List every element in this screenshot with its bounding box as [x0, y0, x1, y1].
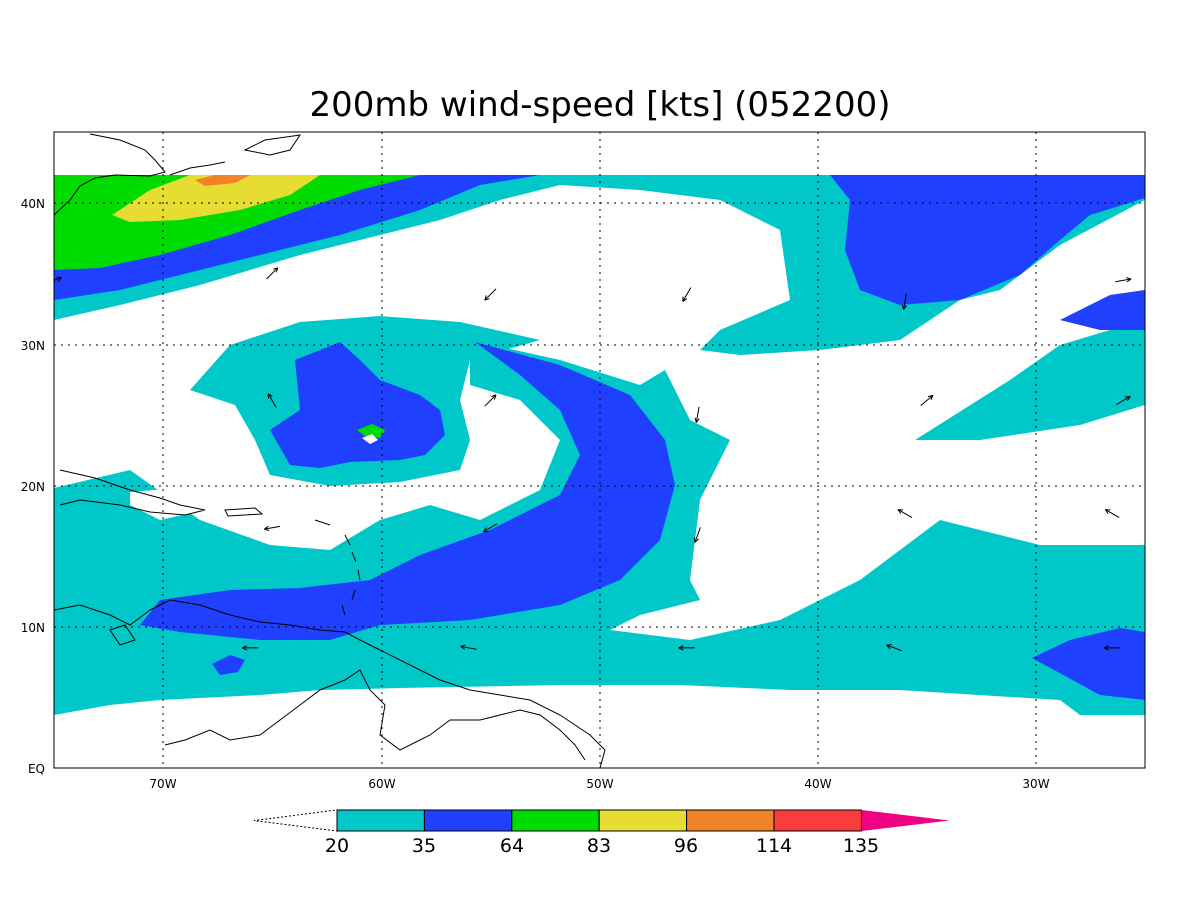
wind-vector-arrow	[1104, 509, 1120, 519]
wind-vector-arrow	[693, 527, 701, 543]
wind-vector-arrow	[694, 406, 700, 423]
wind-vector-arrow	[483, 523, 498, 533]
lat-tick-label: 40N	[21, 197, 45, 211]
colorbar-swatch	[598, 809, 688, 832]
wind-vectors	[54, 267, 1132, 652]
colorbar-level-label: 135	[843, 835, 879, 857]
coast-south-america	[54, 599, 606, 768]
colorbar: 20 35 64 83 96 114 135	[253, 809, 950, 857]
contour-band-83-north	[112, 175, 320, 222]
lat-tick-label: 20N	[21, 480, 45, 494]
lat-tick-label: 30N	[21, 339, 45, 353]
wind-vector-arrow	[264, 525, 281, 531]
colorbar-swatch	[423, 809, 513, 832]
contour-band-96-north	[195, 175, 250, 186]
low-center-white	[362, 434, 378, 444]
contour-band-35-low	[270, 342, 445, 468]
map-plot-area	[54, 132, 1145, 768]
lon-tick-label: 40W	[804, 777, 831, 791]
wind-vector-arrow	[920, 394, 934, 407]
colorbar-level-label: 96	[674, 835, 698, 857]
lon-tick-label: 50W	[586, 777, 613, 791]
graticule	[54, 132, 1145, 768]
coast-newfoundland	[243, 134, 302, 156]
colorbar-lower-open-triangle	[253, 809, 338, 832]
colorbar-boxes	[336, 809, 950, 832]
coast-puerto-rico	[224, 507, 264, 517]
colorbar-level-label: 35	[412, 835, 436, 857]
contour-band-35-northeast	[830, 175, 1145, 305]
wind-vector-arrow	[886, 644, 902, 652]
wind-vector-arrow	[678, 645, 695, 651]
coast-south-america-interior	[164, 669, 586, 761]
coast-lesser-antilles	[314, 519, 361, 616]
colorbar-upper-triangle	[861, 810, 950, 831]
coastlines	[54, 133, 606, 768]
coast-north-america	[54, 133, 166, 216]
colorbar-labels: 20 35 64 83 96 114 135	[325, 835, 879, 857]
map-frame	[53, 131, 1146, 769]
wind-vector-arrow	[242, 645, 259, 651]
wind-speed-fill	[54, 175, 1145, 715]
lat-axis-labels: EQ 10N 20N 30N 40N	[21, 197, 45, 776]
wind-vector-arrow	[267, 393, 277, 408]
northeast-white-pocket	[1030, 225, 1145, 285]
contour-band-35-east	[1060, 290, 1145, 330]
map-title: 200mb wind-speed [kts] (052200)	[310, 85, 891, 125]
contour-band-35-southeast	[1032, 628, 1145, 700]
colorbar-level-label: 83	[587, 835, 611, 857]
wind-vector-arrow	[484, 288, 497, 301]
colorbar-swatch	[511, 809, 600, 832]
lon-tick-label: 60W	[368, 777, 395, 791]
contour-band-35-blob	[212, 655, 245, 675]
contour-band-35-arc	[140, 342, 675, 640]
wind-vector-arrow	[1104, 645, 1121, 651]
colorbar-swatch	[773, 809, 862, 832]
colorbar-level-label: 20	[325, 835, 349, 857]
lat-tick-label: EQ	[28, 762, 45, 776]
wind-vector-arrow	[484, 394, 497, 407]
wind-vector-arrow	[897, 509, 913, 519]
wind-vector-arrow	[1115, 277, 1132, 283]
colorbar-swatch	[336, 809, 425, 832]
wind-vector-arrow	[682, 287, 692, 302]
coast-venezuela-lake	[109, 624, 136, 646]
wind-vector-arrow	[1116, 396, 1131, 405]
lon-tick-label: 70W	[149, 777, 176, 791]
colorbar-level-label: 114	[756, 835, 792, 857]
wind-vector-arrow	[266, 267, 279, 280]
wind-vector-arrow	[901, 293, 907, 310]
contour-band-20-east	[915, 320, 1145, 440]
wind-vector-arrow	[460, 644, 477, 650]
wind-vector-arrow	[54, 276, 62, 282]
colorbar-level-label: 64	[500, 835, 524, 857]
lat-tick-label: 10N	[21, 621, 45, 635]
coast-nova-scotia	[169, 161, 226, 176]
lon-tick-label: 30W	[1022, 777, 1049, 791]
lon-axis-labels: 70W 60W 50W 40W 30W	[149, 777, 1049, 791]
contour-band-64-center	[357, 424, 385, 438]
colorbar-swatch	[686, 809, 775, 832]
